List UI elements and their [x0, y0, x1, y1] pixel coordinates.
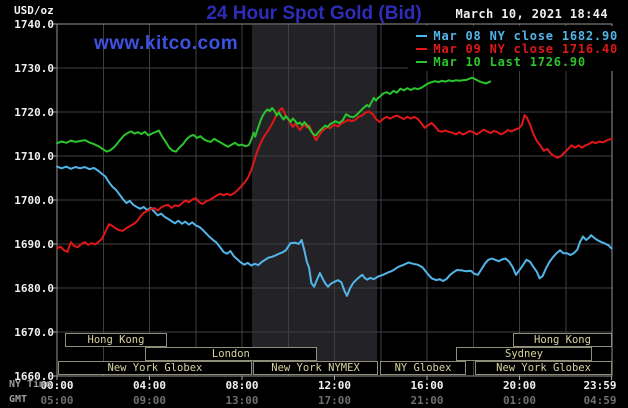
legend-dash-icon	[416, 47, 428, 50]
gmt-axis-caption: GMT	[9, 394, 28, 405]
legend-item: Mar 08 NY close 1682.90	[416, 28, 618, 43]
legend-dash-icon	[416, 60, 428, 63]
session-box-new-york-nymex: New York NYMEX	[253, 361, 378, 375]
y-tick-label: 1670.0	[14, 326, 54, 339]
x-tick-label-ny: 23:59	[583, 379, 617, 392]
x-tick-label-gmt: 04:59	[583, 394, 617, 407]
session-box-sydney: Sydney	[455, 347, 593, 361]
x-tick-label-ny: 12:00	[317, 379, 352, 392]
x-tick-label-gmt: 09:00	[132, 394, 167, 407]
y-tick-label: 1660.0	[14, 370, 54, 383]
x-tick-label-gmt: 13:00	[225, 394, 259, 407]
price-line-mar-10	[56, 76, 492, 153]
y-tick-label: 1680.0	[14, 282, 54, 295]
y-tick-label: 1700.0	[14, 194, 54, 207]
session-box-new-york-globex: New York Globex	[57, 361, 252, 375]
legend-dash-icon	[416, 34, 428, 37]
y-tick-label: 1720.0	[14, 106, 54, 119]
page-title: 24 Hour Spot Gold (Bid)	[206, 3, 422, 24]
session-box-hong-kong: Hong Kong	[513, 333, 612, 347]
y-tick-label: 1690.0	[14, 238, 54, 251]
session-box-london: London	[144, 347, 317, 361]
ny-time-axis-caption: NY Time	[9, 379, 52, 390]
price-line-mar-08	[56, 165, 613, 297]
x-tick-label-ny: 08:00	[225, 379, 259, 392]
x-tick-label-gmt: 01:00	[502, 394, 537, 407]
x-tick-label-ny: 20:00	[502, 379, 537, 392]
legend: Mar 08 NY close 1682.90 Mar 09 NY close 1…	[408, 26, 620, 71]
x-tick-label-ny: 00:00	[40, 379, 74, 392]
kitco-watermark-link[interactable]: www.kitco.com	[94, 33, 239, 54]
y-axis-units-label: USD/oz	[14, 4, 54, 17]
x-tick-label-gmt: 21:00	[410, 394, 444, 407]
session-box-hong-kong: Hong Kong	[65, 333, 167, 347]
legend-item: Mar 10 Last 1726.90	[416, 54, 618, 69]
session-box-ny-globex: NY Globex	[380, 361, 467, 375]
session-box-new-york-globex: New York Globex	[475, 361, 612, 375]
legend-label: Mar 10 Last 1726.90	[433, 54, 586, 69]
y-tick-label: 1710.0	[14, 150, 54, 163]
legend-label: Mar 08 NY close 1682.90	[433, 28, 618, 43]
price-line-mar-09	[56, 107, 613, 253]
x-tick-label-ny: 16:00	[410, 379, 444, 392]
y-tick-label: 1730.0	[14, 62, 54, 75]
chart-timestamp: March 10, 2021 18:44	[455, 7, 608, 21]
x-tick-label-ny: 04:00	[132, 379, 167, 392]
legend-label: Mar 09 NY close 1716.40	[433, 41, 618, 56]
legend-item: Mar 09 NY close 1716.40	[416, 41, 618, 56]
x-tick-label-gmt: 05:00	[40, 394, 74, 407]
plot-border	[56, 23, 613, 377]
y-tick-label: 1740.0	[14, 18, 54, 31]
x-tick-label-gmt: 17:00	[317, 394, 352, 407]
